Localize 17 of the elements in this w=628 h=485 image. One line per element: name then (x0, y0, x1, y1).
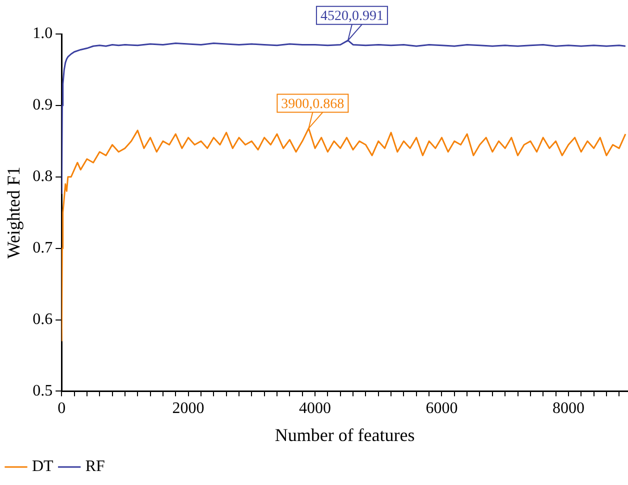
x-axis-title: Number of features (274, 424, 415, 445)
x-tick-label: 2000 (172, 400, 204, 418)
x-tick-label: 4000 (299, 400, 332, 418)
y-tick-label: 0.5 (32, 382, 53, 400)
y-tick-label: 1.0 (32, 25, 53, 42)
y-tick-label: 0.9 (32, 96, 53, 114)
x-tick-label: 8000 (552, 400, 584, 418)
y-axis-title: Weighted F1 (4, 166, 24, 259)
legend-label: DT (32, 458, 54, 476)
x-tick-label: 6000 (426, 400, 458, 418)
y-tick-label: 0.7 (32, 240, 53, 257)
annotation: 3900,0.868 (281, 96, 344, 112)
legend-label: RF (85, 458, 105, 476)
y-tick-label: 0.6 (32, 310, 53, 328)
x-tick-label: 0 (58, 400, 66, 418)
y-tick-label: 0.8 (32, 168, 53, 186)
annotation: 4520,0.991 (320, 9, 384, 24)
